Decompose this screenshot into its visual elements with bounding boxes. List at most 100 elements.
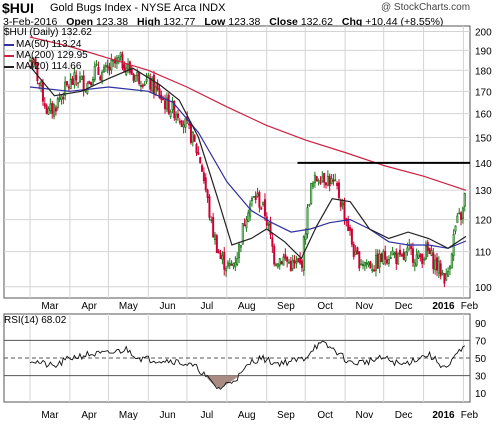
price-candle-body	[308, 204, 311, 207]
price-candle-body	[382, 251, 385, 265]
price-candle-body	[310, 182, 313, 204]
price-candle-body	[188, 123, 191, 126]
price-candle-body	[419, 254, 422, 258]
price-candle-body	[360, 263, 363, 266]
price-candle-body	[104, 65, 107, 67]
price-candle-body	[32, 59, 35, 68]
price-candle-body	[365, 262, 368, 265]
price-candle-body	[461, 207, 464, 219]
price-candle-body	[435, 257, 438, 271]
price-candle-body	[60, 95, 63, 101]
price-candle-body	[167, 94, 170, 114]
price-candle-body	[393, 252, 396, 255]
price-candle-body	[404, 251, 407, 261]
price-candle-body	[463, 192, 466, 207]
price-candle-body	[73, 72, 76, 86]
price-candle-body	[189, 123, 192, 144]
chart-index-name: Gold Bugs Index - NYSE Arca INDX	[50, 2, 226, 14]
main-panel-series	[28, 36, 470, 288]
legend-ma50: MA(50) 113.24	[4, 39, 81, 50]
legend-ma50-label: MA(50) 113.24	[16, 39, 82, 50]
price-candle-body	[454, 225, 457, 232]
ma50-line	[29, 86, 467, 249]
price-candle-body	[443, 273, 446, 284]
price-candle-body	[423, 258, 426, 261]
rsi-x-tick-label: 2016	[432, 410, 455, 421]
price-candle-body	[293, 259, 296, 264]
main-x-tick-label: May	[119, 301, 138, 312]
price-candle-body	[282, 256, 285, 266]
main-y-tick-label: 110	[475, 248, 491, 259]
price-candle-body	[299, 258, 302, 264]
legend-ma20: MA(20) 114.66	[4, 61, 81, 72]
price-candle-body	[337, 182, 340, 199]
price-candle-body	[332, 179, 335, 182]
price-candle-body	[415, 254, 418, 266]
price-candle-body	[339, 200, 342, 208]
price-candle-body	[258, 192, 261, 208]
price-candle-body	[434, 259, 437, 271]
price-candle-body	[134, 74, 137, 82]
price-candle-body	[147, 75, 150, 78]
price-candle-body	[176, 113, 179, 118]
price-candle-body	[58, 97, 61, 100]
rsi-x-tick-label: Feb	[461, 410, 479, 421]
legend-ma20-swatch	[4, 65, 14, 68]
price-candle-body	[151, 77, 154, 92]
price-candle-body	[400, 254, 403, 257]
price-candle-body	[247, 212, 250, 222]
price-candle-body	[45, 105, 48, 114]
price-candle-body	[369, 261, 372, 269]
legend-ma200-label: MA(200) 129.95	[16, 50, 88, 61]
quote-close-label: Close	[269, 16, 298, 28]
price-candle-body	[141, 84, 144, 87]
price-candle-body	[363, 261, 366, 267]
price-candle-body	[154, 86, 157, 96]
quote-open-label: Open	[66, 16, 94, 28]
price-candle-body	[121, 54, 124, 69]
price-candle-body	[40, 81, 43, 87]
price-candle-body	[271, 237, 274, 247]
price-candle-body	[143, 83, 146, 86]
price-candle-body	[336, 182, 339, 186]
main-x-tick-label: Jun	[160, 301, 176, 312]
price-candle-body	[28, 59, 31, 62]
price-candle-body	[241, 223, 244, 245]
price-candle-body	[426, 242, 429, 252]
price-candle-body	[56, 98, 59, 109]
main-x-tick-label: Feb	[461, 301, 479, 312]
price-candle-body	[250, 197, 253, 202]
price-candle-body	[347, 218, 350, 231]
price-candle-body	[219, 253, 222, 260]
price-candle-body	[456, 215, 459, 223]
ma200-line	[29, 36, 467, 191]
price-candle-body	[90, 81, 93, 86]
main-y-tick-label: 150	[475, 133, 492, 144]
price-candle-body	[204, 177, 207, 191]
price-candle-body	[421, 253, 424, 264]
rsi-x-tick-label: Jul	[200, 410, 213, 421]
price-candle-body	[376, 253, 379, 269]
price-candle-body	[215, 235, 218, 254]
main-y-tick-label: 160	[475, 110, 492, 121]
price-candle-body	[110, 59, 113, 71]
price-candle-body	[445, 273, 448, 281]
price-candle-body	[184, 118, 187, 128]
main-y-tick-label: 170	[475, 87, 492, 98]
quote-close: 132.62	[300, 16, 333, 28]
price-candle-body	[62, 97, 65, 99]
price-candle-body	[193, 135, 196, 142]
main-y-tick-label: 100	[475, 283, 492, 294]
legend-rsi: RSI(14) 68.02	[4, 315, 66, 326]
price-candle-body	[437, 260, 440, 274]
rsi-panel-series	[29, 340, 466, 390]
price-candle-body	[64, 81, 67, 96]
price-candle-body	[402, 252, 405, 260]
legend-ma50-swatch	[4, 43, 14, 46]
price-candle-body	[317, 179, 320, 182]
price-candle-body	[384, 251, 387, 260]
price-candle-body	[191, 131, 194, 143]
price-candle-body	[195, 144, 198, 154]
price-candle-body	[212, 217, 215, 238]
